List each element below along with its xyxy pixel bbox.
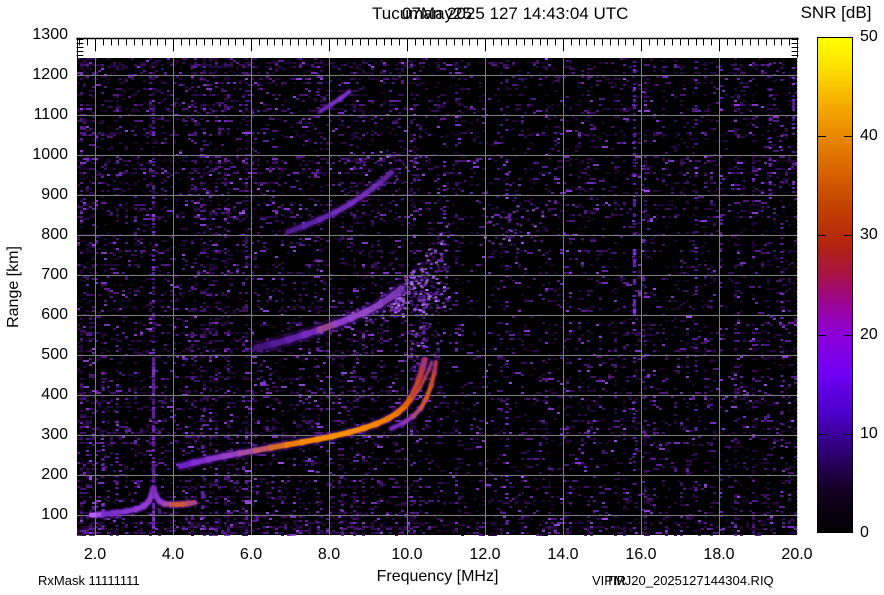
x-tick-label: 10.0 <box>391 546 423 563</box>
y-tick-label: 600 <box>41 306 68 323</box>
y-tick-label: 1300 <box>32 26 68 43</box>
y-tick-label: 200 <box>41 466 68 483</box>
y-tick-label: 900 <box>41 186 68 203</box>
x-tick-label: 20.0 <box>781 546 813 563</box>
y-tick-label: 1000 <box>32 146 68 163</box>
y-tick-label: 100 <box>41 506 68 523</box>
x-axis-label: Frequency [MHz] <box>376 568 499 585</box>
plot-title: Tucuman 2025 127 14:43:04 UTC 07May25 <box>0 3 744 25</box>
colorbar-title: SNR [dB] <box>800 3 872 22</box>
y-tick-label: 700 <box>41 266 68 283</box>
y-tick-label: 800 <box>41 226 68 243</box>
snr-colorbar <box>817 37 853 533</box>
plot-title-date: 07May25 <box>402 4 472 23</box>
x-axis-tick-labels: 2.0 4.0 6.0 8.0 10.0 12.0 14.0 16.0 18.0 20.0 <box>0 546 884 566</box>
plot-title-main: Tucuman 2025 127 14:43:04 UTC <box>372 4 629 23</box>
x-tick-label: 14.0 <box>547 546 579 563</box>
x-tick-label: 8.0 <box>317 546 341 563</box>
x-tick-label: 16.0 <box>625 546 657 563</box>
y-tick-label: 500 <box>41 346 68 363</box>
x-tick-label: 2.0 <box>83 546 107 563</box>
riq-filename: TMJ20_2025127144304.RIQ <box>606 573 774 588</box>
y-tick-label: 400 <box>41 386 68 403</box>
instrument-name: VIPIR <box>592 573 626 588</box>
y-tick-label: 300 <box>41 426 68 443</box>
x-tick-label: 6.0 <box>239 546 263 563</box>
x-tick-label: 12.0 <box>469 546 501 563</box>
y-axis-label: Range [km] <box>5 246 22 328</box>
rxmask-text: RxMask 11111111 <box>38 573 140 588</box>
x-tick-label: 18.0 <box>703 546 735 563</box>
y-axis-tick-labels: 100 200 300 400 500 600 700 800 900 1000 1100 1200 1… <box>6 0 68 595</box>
y-tick-label: 1200 <box>32 66 68 83</box>
x-tick-label: 4.0 <box>161 546 185 563</box>
y-tick-label: 1100 <box>33 106 68 123</box>
